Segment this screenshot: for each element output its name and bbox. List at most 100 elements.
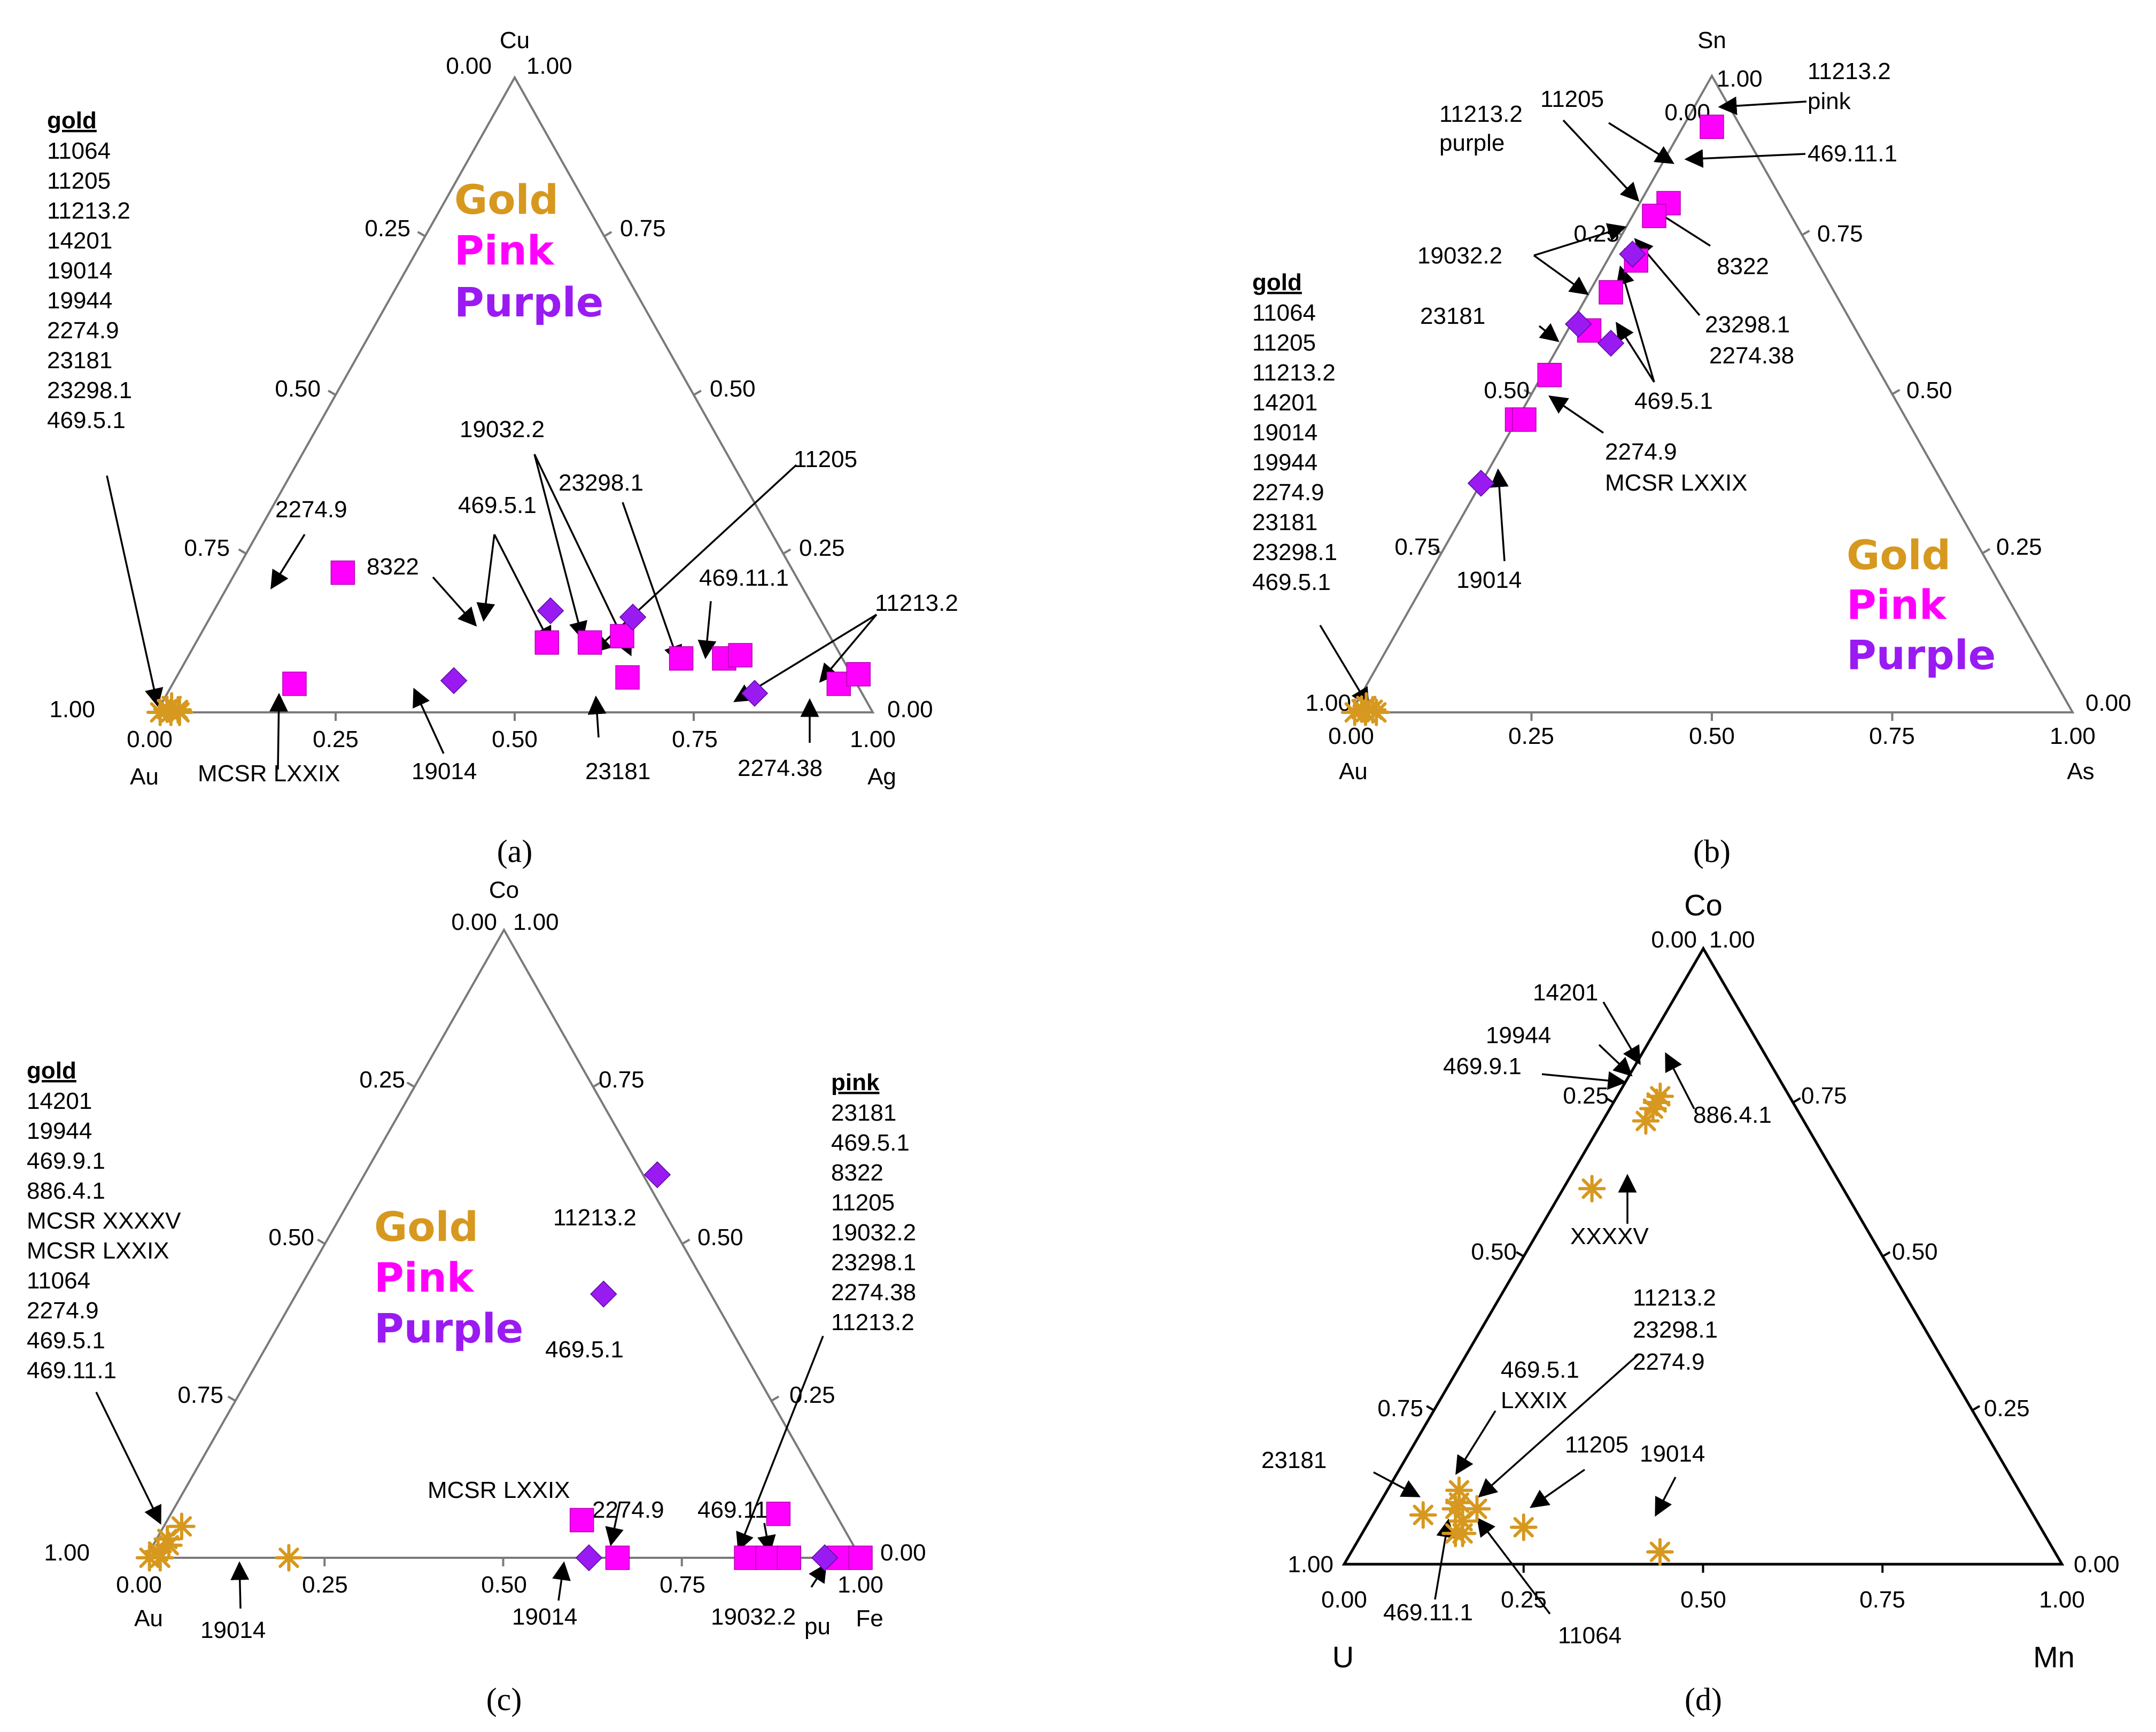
gold-asterisk-marker (144, 1537, 172, 1566)
annotation-label: 11205 (1565, 1432, 1628, 1458)
tick-bottom-075: 0.75 (660, 1572, 705, 1598)
gold-list: gold 11064 11205 11213.2 14201 19014 199… (1252, 269, 1337, 595)
tick-mark-right (782, 548, 792, 555)
gold-list-item: 2274.9 (1252, 479, 1324, 506)
purple-diamond-marker (590, 1280, 617, 1308)
tick-bottom-050: 0.50 (1689, 723, 1735, 749)
tick-mark-right (681, 1238, 691, 1245)
data-markers-a (146, 560, 871, 726)
tick-left-050: 0.50 (275, 376, 321, 402)
gold-asterisk-marker (1441, 1495, 1470, 1523)
annotation-label: 19014 (200, 1617, 266, 1643)
tick-mark-left (406, 1082, 415, 1088)
gold-asterisk-marker (154, 1531, 183, 1559)
purple-diamond-marker (1467, 469, 1495, 497)
purple-diamond-marker (537, 597, 564, 625)
tick-bottom-050: 0.50 (481, 1572, 527, 1598)
arrow (476, 534, 495, 622)
annotation-label: 469.5.1 (1634, 388, 1713, 414)
tick-right-050: 0.50 (1906, 377, 1952, 403)
gold-list-title: gold (27, 1058, 76, 1084)
gold-list-item: 11064 (1252, 300, 1316, 326)
triangle-axis-c (144, 927, 863, 1559)
arrow (1490, 468, 1509, 562)
annotation-label: 2274.9 (592, 1497, 664, 1523)
annotation-label: 11213.2 (1439, 101, 1523, 127)
apex-label-right: Fe (856, 1605, 883, 1632)
gold-asterisk-marker (1463, 1495, 1491, 1523)
gold-asterisk-marker (1445, 1488, 1473, 1517)
legend-pink: Pink (374, 1254, 475, 1301)
ticks-a (238, 231, 792, 721)
tick-right-100: 0.00 (880, 1540, 926, 1566)
arrow (1684, 149, 1806, 168)
annotation-label: 11205 (1540, 86, 1604, 112)
arrow (230, 1561, 250, 1609)
gold-list-item: 19944 (47, 288, 112, 314)
gold-list: gold 11064 11205 11213.2 14201 19014 199… (47, 107, 132, 433)
tick-bottom-075: 0.75 (1859, 1587, 1905, 1613)
tick-bottom-100: 1.00 (2039, 1587, 2085, 1613)
arrow (1616, 322, 1655, 383)
arrow (1538, 323, 1560, 343)
arrow (1530, 1469, 1586, 1509)
gold-list-item: MCSR LXXIX (27, 1238, 169, 1264)
arrow (1655, 1477, 1677, 1517)
annotation-label: 469.5.1 (458, 492, 537, 518)
annotation-label: 19014 (412, 758, 477, 785)
pink-list-title: pink (831, 1069, 880, 1096)
purple-diamond-marker (440, 667, 468, 694)
annotation-label: 19944 (1486, 1022, 1551, 1048)
tick-right-050: 0.50 (710, 376, 756, 402)
panel-d: Co U Mn 0.00 1.00 0.25 0.50 0.75 1.00 0.… (1261, 888, 2120, 1717)
gold-asterisk-marker (1362, 698, 1391, 726)
annotation-label: 2274.38 (738, 755, 823, 781)
tick-mark-right (1982, 548, 1991, 554)
arrow (1476, 1517, 1551, 1615)
triangle-axis-d (1341, 946, 2065, 1566)
gold-list-item: 469.5.1 (47, 407, 126, 433)
arrow (270, 534, 306, 589)
tick-mark-left (328, 390, 337, 396)
gold-list-item: 469.5.1 (27, 1327, 105, 1354)
gold-asterisk-marker (166, 698, 193, 726)
tick-bottom-100: 1.00 (837, 1572, 883, 1598)
tick-bottom-050: 0.50 (1680, 1587, 1726, 1613)
tick-mark-right (1972, 1405, 1981, 1411)
apex-label-left: Au (1339, 758, 1368, 785)
pink-square-marker (766, 1502, 791, 1526)
tick-right-025: 0.75 (620, 215, 666, 242)
annotation-label: 19014 (1640, 1441, 1705, 1467)
data-markers-d (1409, 1082, 1674, 1566)
annotation-label: 11213.2 (1633, 1285, 1716, 1311)
tick-top-right: 1.00 (1717, 66, 1763, 92)
gold-asterisk-marker (146, 1544, 174, 1572)
tick-right-025: 0.75 (1817, 221, 1863, 247)
leader-arrows-d (1373, 1001, 1695, 1615)
purple-diamond-marker (575, 1544, 603, 1572)
apex-label-top: Co (489, 877, 519, 903)
gold-list-item: 469.5.1 (1252, 569, 1331, 595)
annotation-label: 19032.2 (460, 416, 545, 442)
pink-square-marker (282, 671, 307, 696)
pink-list-item: 23181 (831, 1100, 896, 1126)
pink-list: pink 23181 469.5.1 8322 11205 19032.2 23… (831, 1069, 916, 1335)
panel-a: Cu Au Ag 0.00 1.00 0.25 0.50 0.75 1.00 0… (47, 27, 958, 869)
tick-left-075: 0.25 (364, 215, 410, 242)
annotation-label: 11213.2 (875, 590, 958, 616)
gold-list-item: 23181 (1252, 509, 1317, 535)
tick-bottom-000: 0.00 (116, 1572, 162, 1598)
tick-left-025: 0.75 (1377, 1395, 1423, 1422)
annotation-label: 23181 (585, 758, 650, 785)
legend-purple: Purple (374, 1304, 523, 1352)
tick-top-left: 0.00 (1651, 927, 1697, 953)
pink-square-marker (577, 630, 602, 655)
annotation-label: LXXIX (1501, 1387, 1568, 1413)
purple-diamond-marker (643, 1161, 671, 1189)
purple-diamond-marker (1597, 329, 1625, 357)
arrow (493, 534, 552, 646)
annotations-a: 2274.9 MCSR LXXIX 19014 8322 469.5.1 190… (198, 416, 958, 787)
annotations-c: 11213.2 469.5.1 MCSR LXXIX 2274.9 19014 … (200, 1205, 831, 1643)
gold-asterisk-marker (275, 1544, 303, 1572)
apex-label-right: As (2067, 758, 2094, 785)
